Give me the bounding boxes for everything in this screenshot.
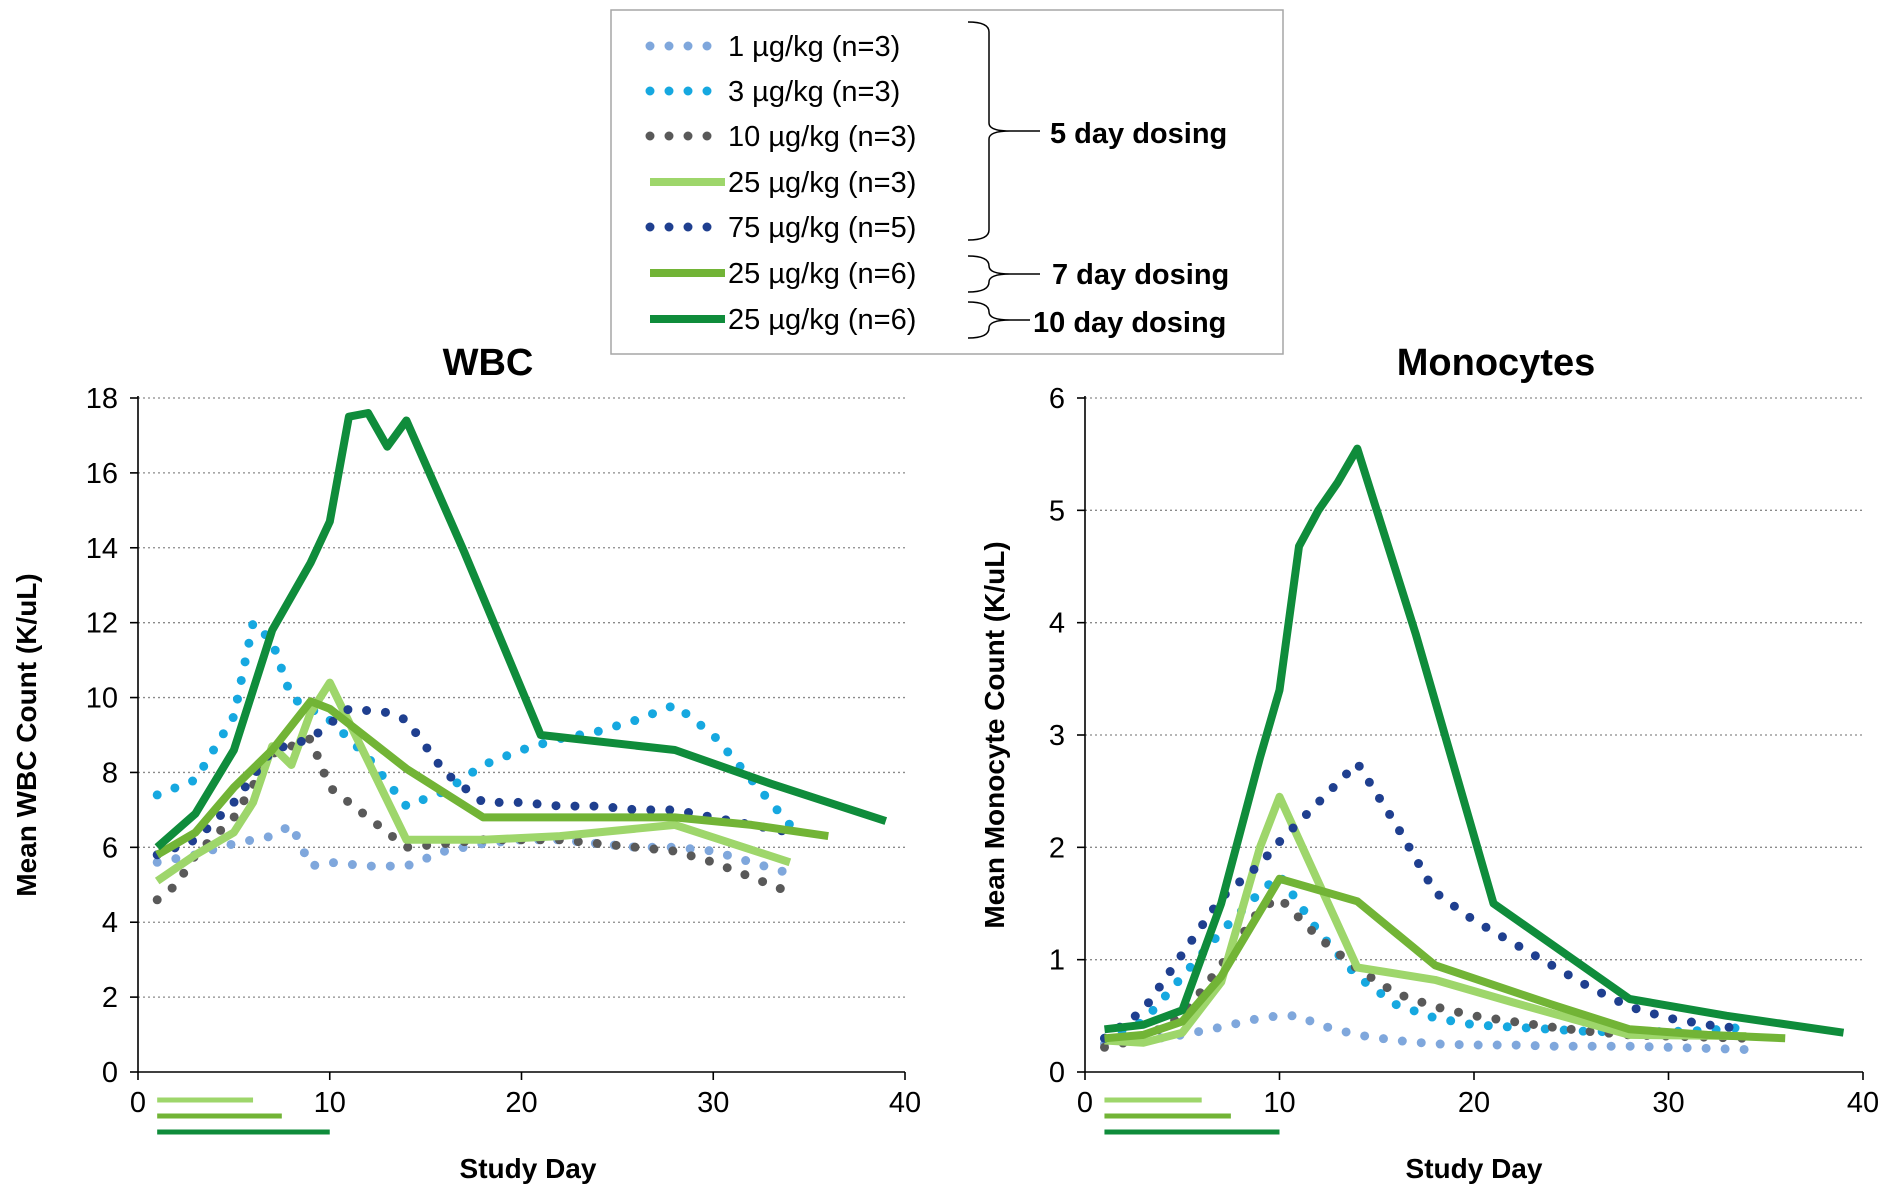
wbc-dosing-bars bbox=[157, 1097, 330, 1135]
legend-entry-label: 3 µg/kg (n=3) bbox=[728, 76, 900, 108]
monocytes-chart-title: Monocytes bbox=[1397, 342, 1595, 384]
x-tick-label: 10 bbox=[1263, 1087, 1295, 1119]
y-tick-label: 10 bbox=[86, 683, 118, 715]
y-tick-label: 2 bbox=[1049, 832, 1065, 864]
x-tick-label: 20 bbox=[1458, 1087, 1490, 1119]
y-tick-label: 4 bbox=[1049, 608, 1065, 640]
x-tick-label: 0 bbox=[1077, 1087, 1093, 1119]
legend-group-7-day: 7 day dosing bbox=[1052, 259, 1229, 291]
legend-entries: 1 µg/kg (n=3) 3 µg/kg (n=3) 10 µg/kg (n=3)… bbox=[645, 31, 916, 336]
y-tick-label: 2 bbox=[102, 982, 118, 1014]
series-line-4 bbox=[154, 678, 792, 885]
y-tick-label: 6 bbox=[102, 832, 118, 864]
x-tick-label: 30 bbox=[1652, 1087, 1684, 1119]
legend-group-10-day: 10 day dosing bbox=[1033, 307, 1226, 339]
y-tick-label: 18 bbox=[86, 383, 118, 415]
y-tick-label: 4 bbox=[102, 907, 118, 939]
series-line-4 bbox=[1104, 792, 1747, 1047]
x-tick-label: 40 bbox=[1847, 1087, 1879, 1119]
legend-entry-label: 75 µg/kg (n=5) bbox=[728, 212, 916, 244]
y-tick-label: 14 bbox=[86, 533, 118, 565]
y-tick-label: 12 bbox=[86, 608, 118, 640]
series-line-1 bbox=[1100, 1011, 1751, 1054]
series-line-1 bbox=[152, 820, 795, 878]
y-tick-label: 5 bbox=[1049, 495, 1065, 527]
monocytes-tick-labels: 0 1 2 3 4 5 6 0 10 20 30 40 bbox=[1049, 383, 1879, 1119]
monocytes-axes bbox=[1077, 396, 1864, 1080]
series-line-7 bbox=[154, 409, 888, 851]
monocytes-dosing-bars bbox=[1104, 1097, 1280, 1135]
y-tick-label: 1 bbox=[1049, 945, 1065, 977]
series-line-3 bbox=[1100, 893, 1751, 1052]
series-line-7 bbox=[1104, 444, 1845, 1037]
legend-brackets bbox=[967, 21, 1040, 339]
wbc-chart-title: WBC bbox=[443, 342, 534, 384]
y-tick-label: 3 bbox=[1049, 720, 1065, 752]
x-tick-label: 30 bbox=[697, 1087, 729, 1119]
legend-entry-label: 1 µg/kg (n=3) bbox=[728, 31, 900, 63]
x-tick-label: 20 bbox=[505, 1087, 537, 1119]
monocytes-series bbox=[1100, 444, 1845, 1054]
legend: 1 µg/kg (n=3) 3 µg/kg (n=3) 10 µg/kg (n=3)… bbox=[610, 9, 1284, 355]
wbc-x-axis-label: Study Day bbox=[460, 1153, 597, 1184]
monocytes-y-axis-label: Mean Monocyte Count (K/uL) bbox=[979, 541, 1010, 928]
series-line-6 bbox=[1104, 874, 1786, 1043]
y-tick-label: 0 bbox=[1049, 1057, 1065, 1089]
wbc-y-axis-label: Mean WBC Count (K/uL) bbox=[11, 573, 42, 897]
legend-entry-label: 25 µg/kg (n=3) bbox=[728, 167, 916, 199]
wbc-axes bbox=[130, 396, 906, 1080]
legend-group-5-day: 5 day dosing bbox=[1050, 118, 1227, 150]
wbc-chart: 0 2 4 6 8 10 12 14 16 18 0 10 20 30 40 WBC Study Day M… bbox=[11, 342, 921, 1184]
wbc-tick-labels: 0 2 4 6 8 10 12 14 16 18 0 10 20 30 40 bbox=[86, 383, 921, 1119]
monocytes-x-axis-label: Study Day bbox=[1406, 1153, 1543, 1184]
y-tick-label: 8 bbox=[102, 757, 118, 789]
x-tick-label: 0 bbox=[130, 1087, 146, 1119]
wbc-series bbox=[152, 409, 888, 905]
x-tick-label: 40 bbox=[889, 1087, 921, 1119]
legend-entry-label: 25 µg/kg (n=6) bbox=[728, 258, 916, 290]
legend-entry-label: 10 µg/kg (n=3) bbox=[728, 121, 916, 153]
y-tick-label: 6 bbox=[1049, 383, 1065, 415]
x-tick-label: 10 bbox=[314, 1087, 346, 1119]
legend-entry-label: 25 µg/kg (n=6) bbox=[728, 304, 916, 336]
series-line-5 bbox=[1100, 758, 1751, 1043]
y-tick-label: 0 bbox=[102, 1057, 118, 1089]
series-line-6 bbox=[155, 697, 829, 859]
monocytes-gridlines bbox=[1085, 397, 1863, 961]
monocytes-chart: 0 1 2 3 4 5 6 0 10 20 30 40 Monocytes Study Day Mea… bbox=[979, 342, 1879, 1184]
y-tick-label: 16 bbox=[86, 458, 118, 490]
